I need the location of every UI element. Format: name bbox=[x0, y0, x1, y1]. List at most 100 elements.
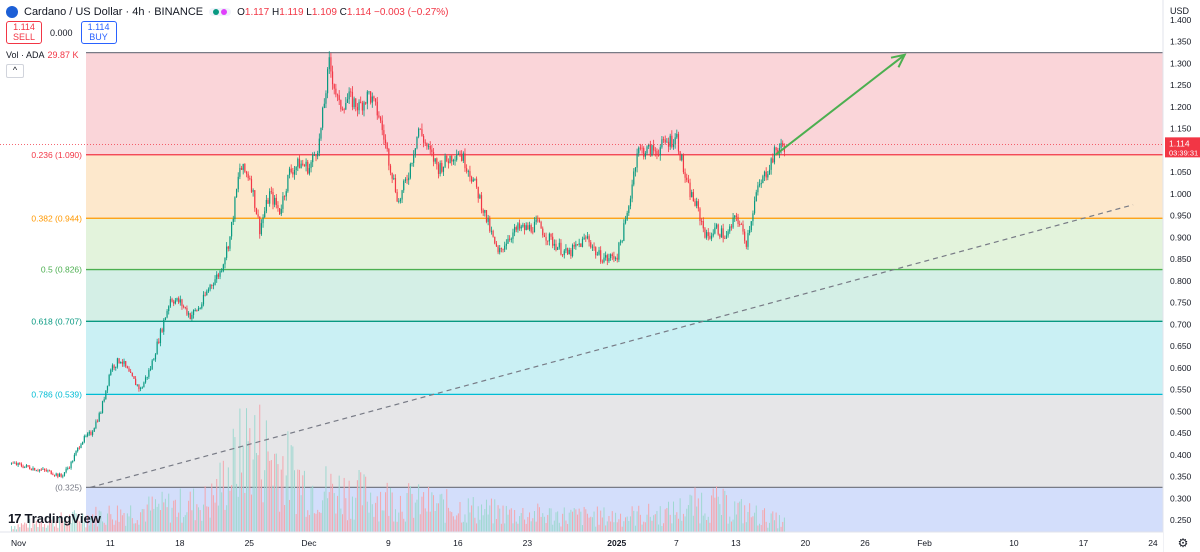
candle-body bbox=[648, 144, 650, 147]
volume-bar bbox=[406, 493, 408, 532]
volume-bar bbox=[340, 508, 342, 532]
volume-bar bbox=[274, 453, 276, 532]
candle-body bbox=[638, 147, 640, 154]
candle-body bbox=[226, 246, 228, 258]
candle-body bbox=[381, 120, 383, 131]
volume-bar bbox=[532, 518, 534, 532]
candle-body bbox=[50, 470, 52, 475]
candle-body bbox=[664, 139, 666, 143]
time-tick-label: 13 bbox=[731, 538, 741, 548]
volume-bar bbox=[183, 517, 185, 532]
candle-body bbox=[626, 212, 628, 220]
tradingview-logo[interactable]: 17 TradingView bbox=[8, 511, 101, 526]
candle-body bbox=[158, 341, 160, 344]
volume-bar bbox=[494, 499, 496, 532]
candle-body bbox=[654, 150, 656, 152]
candle-body bbox=[490, 230, 493, 232]
volume-bar bbox=[373, 516, 375, 532]
volume-bar bbox=[441, 493, 443, 532]
volume-bar bbox=[270, 460, 272, 532]
volume-bar bbox=[161, 491, 163, 532]
candle-body bbox=[250, 179, 253, 192]
candle-body bbox=[111, 365, 114, 370]
volume-bar bbox=[47, 525, 49, 532]
volume-bar bbox=[312, 485, 314, 532]
volume-bar bbox=[150, 510, 152, 532]
candle-body bbox=[141, 387, 143, 389]
volume-bar bbox=[128, 516, 130, 532]
volume-bar bbox=[204, 486, 206, 532]
candle-body bbox=[562, 254, 564, 256]
volume-bar bbox=[529, 512, 531, 532]
candle-body bbox=[34, 468, 36, 471]
candle-body bbox=[667, 141, 670, 147]
candle-body bbox=[706, 232, 708, 238]
candle-body bbox=[277, 205, 279, 209]
fib-zone bbox=[86, 394, 1163, 488]
candle-body bbox=[335, 88, 337, 95]
gear-icon[interactable]: ⚙ bbox=[1177, 536, 1189, 550]
volume-bar bbox=[247, 441, 249, 532]
volume-bar bbox=[621, 526, 623, 532]
candle-body bbox=[566, 248, 569, 255]
volume-bar bbox=[658, 524, 660, 532]
candle-body bbox=[598, 250, 600, 255]
candle-body bbox=[373, 96, 375, 99]
candle-body bbox=[422, 135, 425, 143]
volume-bar bbox=[108, 505, 110, 532]
volume-bar bbox=[593, 511, 595, 532]
candle-body bbox=[464, 153, 466, 169]
volume-legend[interactable]: Vol · ADA 29.87 K bbox=[6, 50, 79, 60]
candle-body bbox=[204, 294, 206, 296]
fib-zone bbox=[86, 218, 1163, 270]
candle-body bbox=[192, 310, 195, 315]
time-tick-label: 24 bbox=[1148, 538, 1158, 548]
candle-body bbox=[207, 289, 210, 292]
volume-bar bbox=[502, 505, 504, 532]
candle-body bbox=[672, 144, 675, 147]
collapse-legend-button[interactable]: ^ bbox=[6, 64, 24, 78]
volume-bar bbox=[605, 525, 607, 532]
volume-bar bbox=[689, 494, 691, 532]
volume-bar bbox=[542, 513, 544, 532]
candle-body bbox=[452, 160, 454, 162]
candle-body bbox=[447, 161, 450, 164]
candle-body bbox=[351, 92, 354, 108]
candle-body bbox=[327, 69, 329, 94]
volume-bar bbox=[694, 487, 696, 532]
volume-bar bbox=[677, 518, 679, 532]
volume-bar bbox=[649, 516, 651, 532]
volume-bar bbox=[568, 512, 570, 532]
volume-bar bbox=[102, 521, 104, 532]
status-pill[interactable] bbox=[209, 8, 232, 16]
volume-bar bbox=[93, 524, 95, 532]
volume-bar bbox=[431, 492, 433, 532]
volume-bar bbox=[123, 513, 125, 532]
volume-bar bbox=[499, 508, 501, 532]
volume-bar bbox=[325, 466, 327, 532]
volume-bar bbox=[744, 505, 746, 532]
buy-button[interactable]: 1.114 BUY bbox=[80, 21, 117, 44]
volume-bar bbox=[269, 460, 271, 532]
volume-bar bbox=[229, 490, 231, 532]
candle-body bbox=[492, 230, 494, 237]
candle-body bbox=[429, 145, 431, 150]
currency-label[interactable]: USD bbox=[1170, 6, 1190, 16]
volume-bar bbox=[752, 516, 754, 532]
volume-bar bbox=[39, 523, 41, 532]
sell-button[interactable]: 1.114 SELL bbox=[6, 21, 42, 44]
volume-bar bbox=[404, 521, 406, 532]
candle-body bbox=[153, 359, 155, 361]
candle-body bbox=[202, 294, 205, 305]
candle-body bbox=[427, 145, 430, 147]
candle-body bbox=[138, 384, 140, 390]
symbol-title[interactable]: Cardano / US Dollar · 4h · BINANCE bbox=[24, 6, 204, 18]
volume-bar bbox=[717, 496, 719, 532]
candle-body bbox=[715, 224, 718, 228]
volume-bar bbox=[87, 514, 89, 532]
data-status-dot-icon bbox=[221, 9, 228, 15]
candle-body bbox=[686, 177, 688, 181]
volume-bar bbox=[777, 528, 779, 532]
volume-bar bbox=[14, 526, 16, 532]
